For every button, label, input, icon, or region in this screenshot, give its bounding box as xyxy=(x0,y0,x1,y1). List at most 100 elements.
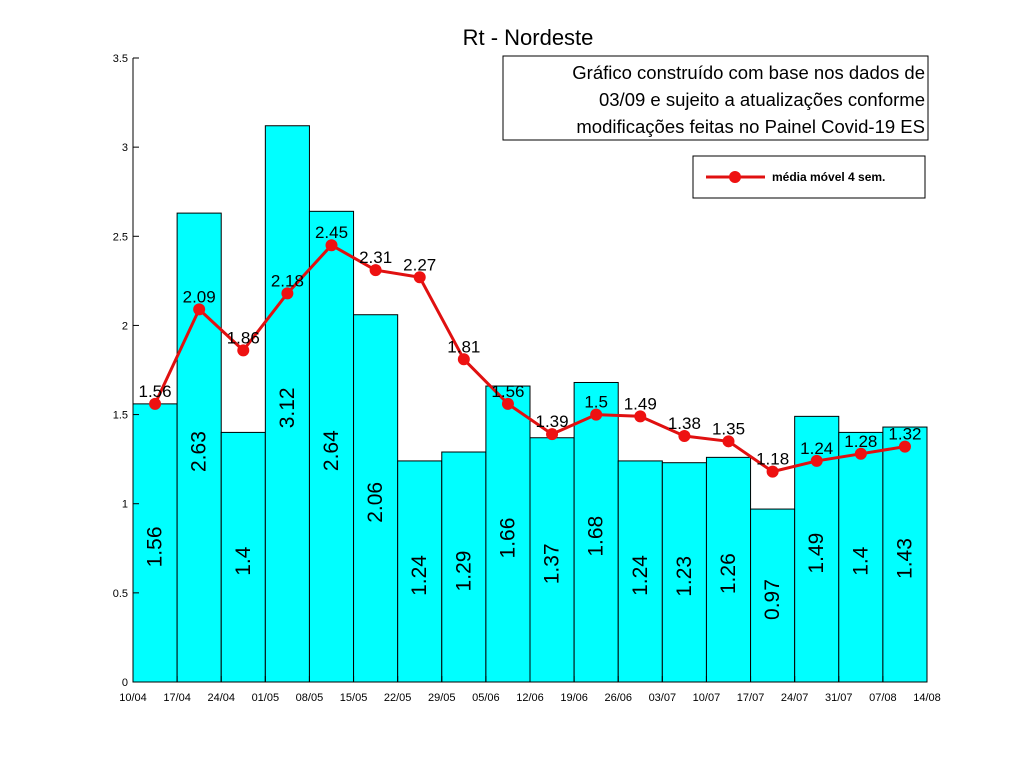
axes-group: 0 0.5 1 1.5 2 2.5 3 3.5 10/04 17/04 24/04 01/05 08/0… xyxy=(113,53,941,704)
chart-title: Rt - Nordeste xyxy=(463,25,594,50)
bar xyxy=(132,403,178,683)
bar xyxy=(617,460,663,683)
moving-average-point xyxy=(413,271,426,284)
x-tick-label: 08/05 xyxy=(296,692,324,704)
x-tick-label: 07/08 xyxy=(869,692,897,704)
bar xyxy=(882,426,928,683)
bar-value-label: 1.4 xyxy=(849,546,872,576)
x-tick-label: 03/07 xyxy=(649,692,677,704)
bar-value-label: 1.26 xyxy=(717,553,740,594)
moving-average-point xyxy=(898,440,911,453)
x-tick-label: 29/05 xyxy=(428,692,456,704)
annotation-line-1: Gráfico construído com base nos dados de xyxy=(572,62,925,83)
moving-average-label: 2.45 xyxy=(315,223,348,242)
moving-average-label: 1.32 xyxy=(888,425,921,444)
bar-value-label: 1.24 xyxy=(629,555,652,596)
bar xyxy=(838,431,884,683)
x-tick-label: 10/04 xyxy=(119,692,147,704)
moving-average-point xyxy=(149,397,162,410)
moving-average-point xyxy=(369,264,382,277)
moving-average-label: 2.18 xyxy=(271,271,304,290)
bar-value-label: 1.43 xyxy=(893,538,916,579)
y-tick-label: 1 xyxy=(122,499,128,511)
moving-average-point xyxy=(325,239,338,252)
bar xyxy=(441,451,487,683)
x-tick-label: 14/08 xyxy=(913,692,941,704)
y-tick-label: 2 xyxy=(122,320,128,332)
bar-value-label: 1.37 xyxy=(541,543,564,584)
bar-value-label: 1.49 xyxy=(805,533,828,574)
x-tick-label: 31/07 xyxy=(825,692,853,704)
x-tick-label: 17/04 xyxy=(163,692,191,704)
bar-value-label: 1.29 xyxy=(452,551,475,592)
y-tick-label: 0.5 xyxy=(113,588,128,600)
bar-value-label: 2.06 xyxy=(364,482,387,523)
bar-value-label: 1.68 xyxy=(585,516,608,557)
annotation-line-2: 03/09 e sujeito a atualizações conforme xyxy=(599,89,925,110)
moving-average-point xyxy=(590,408,603,421)
bar xyxy=(705,456,752,683)
moving-average-label: 1.39 xyxy=(536,412,569,431)
bar xyxy=(176,212,222,683)
x-tick-label: 26/06 xyxy=(604,692,632,704)
moving-average-line xyxy=(153,243,906,474)
x-tick-label: 17/07 xyxy=(737,692,765,704)
moving-average-label: 1.56 xyxy=(491,382,524,401)
moving-average-point xyxy=(766,465,779,478)
y-tick-label: 2.5 xyxy=(113,231,128,243)
bar-value-label: 1.23 xyxy=(673,556,696,597)
moving-average-point xyxy=(281,287,294,300)
bar xyxy=(220,431,266,683)
moving-average-label: 1.86 xyxy=(227,328,260,347)
bar-value-label: 2.64 xyxy=(320,430,343,471)
x-tick-label: 10/07 xyxy=(693,692,721,704)
annotation-box: Gráfico construído com base nos dados de… xyxy=(502,55,929,141)
bar-value-label: 3.12 xyxy=(276,387,299,428)
bar-value-label: 1.66 xyxy=(496,518,519,559)
legend-marker-swatch xyxy=(729,171,741,183)
legend: média móvel 4 sem. xyxy=(692,155,926,199)
moving-average-label: 2.31 xyxy=(359,248,392,267)
bar-value-label: 2.63 xyxy=(188,431,211,472)
bar-value-label: 0.97 xyxy=(761,579,784,620)
bar-value-label: 1.56 xyxy=(144,526,167,567)
moving-average-point xyxy=(854,447,867,460)
x-tick-label: 05/06 xyxy=(472,692,500,704)
moving-average-point xyxy=(722,435,735,448)
moving-average-point xyxy=(501,397,514,410)
moving-average-label: 2.09 xyxy=(183,287,216,306)
bar-value-label: 1.4 xyxy=(232,546,255,576)
bar xyxy=(529,437,575,683)
moving-average-label: 1.24 xyxy=(800,439,833,458)
moving-average-point xyxy=(193,303,206,316)
moving-average-point xyxy=(678,429,691,442)
annotation-line-3: modificações feitas no Painel Covid-19 E… xyxy=(576,116,925,137)
moving-average-label: 1.35 xyxy=(712,419,745,438)
moving-average-label: 1.81 xyxy=(447,337,480,356)
moving-average-label: 1.28 xyxy=(844,432,877,451)
x-tick-label: 01/05 xyxy=(252,692,280,704)
legend-label: média móvel 4 sem. xyxy=(772,170,885,184)
moving-average-point xyxy=(634,410,647,423)
moving-average-point xyxy=(457,353,470,366)
bar-value-label: 1.24 xyxy=(408,555,431,596)
y-tick-label: 1.5 xyxy=(113,410,128,422)
moving-average-label: 1.49 xyxy=(624,394,657,413)
moving-average-label: 1.56 xyxy=(139,382,172,401)
bar xyxy=(353,314,399,683)
moving-average-label: 1.38 xyxy=(668,414,701,433)
moving-average-point xyxy=(810,454,823,467)
moving-average-label: 1.18 xyxy=(756,450,789,469)
moving-average-label: 1.5 xyxy=(584,393,608,412)
x-tick-label: 12/06 xyxy=(516,692,544,704)
x-tick-label: 24/04 xyxy=(207,692,235,704)
y-tick-label: 3.5 xyxy=(113,53,128,65)
x-tick-label: 22/05 xyxy=(384,692,412,704)
moving-average-series: 1.56 2.09 1.86 2.18 2.45 2.31 2.27 1.81 1.56 1.39… xyxy=(139,223,921,478)
bars-group: 1.56 2.63 1.4 3.12 2.64 2.06 1.24 1.29 1.66 1.37 1… xyxy=(132,125,928,683)
moving-average-point xyxy=(546,428,559,441)
x-tick-label: 24/07 xyxy=(781,692,809,704)
y-tick-label: 0 xyxy=(122,677,128,689)
x-tick-label: 19/06 xyxy=(560,692,588,704)
